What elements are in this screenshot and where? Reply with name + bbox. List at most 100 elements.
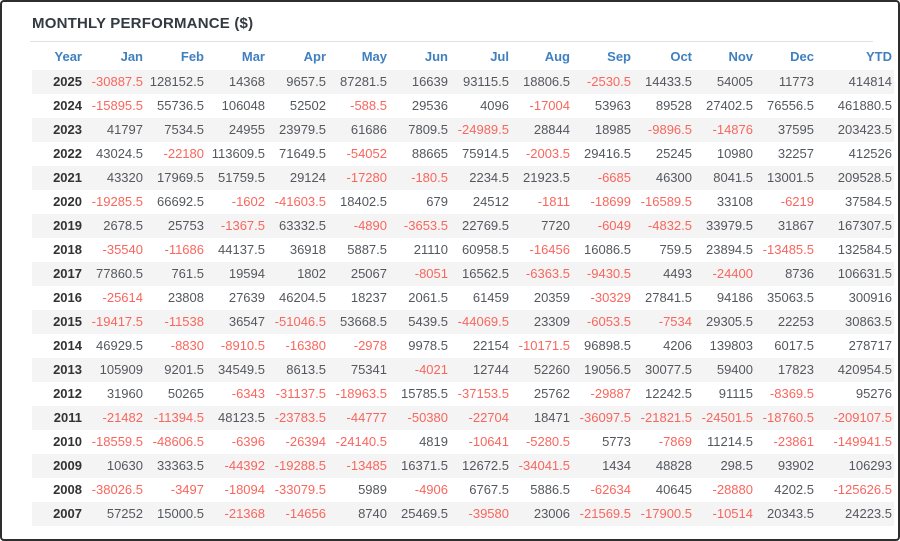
value-cell: -180.5: [411, 170, 448, 185]
title-divider: [30, 41, 873, 42]
value-cell: 16086.5: [584, 242, 631, 257]
value-cell: -10641: [468, 434, 509, 449]
value-cell: -11538: [164, 314, 204, 329]
value-cell: -26394: [285, 434, 326, 449]
column-header-aug: Aug: [544, 49, 570, 64]
value-cell: -18699: [590, 194, 631, 209]
year-cell: 2024: [53, 98, 82, 113]
value-cell: 2678.5: [103, 218, 143, 233]
value-cell: 105909: [99, 362, 143, 377]
value-cell: 48123.5: [218, 410, 265, 425]
year-cell: 2017: [53, 266, 82, 281]
column-header-ytd: YTD: [866, 49, 892, 64]
value-cell: -36097.5: [579, 410, 631, 425]
value-cell: 18985: [594, 122, 631, 137]
value-cell: 10980: [716, 146, 753, 161]
value-cell: 20359: [533, 290, 570, 305]
column-header-oct: Oct: [670, 49, 692, 64]
value-cell: -7869: [658, 434, 692, 449]
value-cell: 759.5: [659, 242, 692, 257]
year-cell: 2007: [53, 506, 82, 521]
year-cell: 2025: [53, 74, 82, 89]
table-row-2021: 2021 43320 17969.5 51759.5 29124 -17280 -180.5…: [32, 166, 894, 190]
value-cell: 22154: [472, 338, 509, 353]
value-cell: 17823: [777, 362, 814, 377]
value-cell: 12744: [472, 362, 509, 377]
ytd-cell: 95276: [855, 386, 892, 401]
table-row-2009: 2009 10630 33363.5 -44392 -19288.5 -13485 1637…: [32, 454, 894, 478]
value-cell: -37153.5: [457, 386, 509, 401]
value-cell: -54052: [346, 146, 387, 161]
value-cell: -38026.5: [91, 482, 143, 497]
table-row-2024: 2024 -15895.5 55736.5 106048 52502 -588.5 2953…: [32, 94, 894, 118]
value-cell: -41603.5: [274, 194, 326, 209]
table-row-2008: 2008 -38026.5 -3497 -18094 -33079.5 5989 -4906…: [32, 478, 894, 502]
value-cell: 5886.5: [530, 482, 570, 497]
value-cell: -6343: [231, 386, 265, 401]
value-cell: -24501.5: [701, 410, 753, 425]
value-cell: 5989: [358, 482, 387, 497]
table-row-2016: 2016 -25614 23808 27639 46204.5 18237 2061.5 61…: [32, 286, 894, 310]
value-cell: -10171.5: [518, 338, 570, 353]
value-cell: 5439.5: [408, 314, 448, 329]
value-cell: -9430.5: [586, 266, 631, 281]
value-cell: 89528: [655, 98, 692, 113]
ytd-cell: 461880.5: [837, 98, 892, 113]
value-cell: 10630: [106, 458, 143, 473]
value-cell: 25067: [350, 266, 387, 281]
value-cell: -17280: [346, 170, 387, 185]
ytd-cell: 106293: [848, 458, 892, 473]
value-cell: -30887.5: [91, 74, 143, 89]
value-cell: -44392: [224, 458, 265, 473]
value-cell: 1434: [602, 458, 631, 473]
value-cell: -10514: [712, 506, 753, 521]
year-cell: 2014: [53, 338, 82, 353]
value-cell: 12672.5: [462, 458, 509, 473]
value-cell: 679: [426, 194, 448, 209]
value-cell: 52260: [533, 362, 570, 377]
value-cell: -6219: [780, 194, 814, 209]
value-cell: 8041.5: [713, 170, 753, 185]
value-cell: -34041.5: [518, 458, 570, 473]
value-cell: -17900.5: [640, 506, 692, 521]
value-cell: -21368: [224, 506, 265, 521]
column-header-apr: Apr: [303, 49, 326, 64]
value-cell: 93902: [777, 458, 814, 473]
value-cell: 9657.5: [286, 74, 326, 89]
value-cell: -7534: [658, 314, 692, 329]
value-cell: -4906: [414, 482, 448, 497]
value-cell: 7720: [541, 218, 570, 233]
value-cell: 32257: [777, 146, 814, 161]
value-cell: 6017.5: [774, 338, 814, 353]
value-cell: 52502: [289, 98, 326, 113]
value-cell: -6049: [597, 218, 631, 233]
year-cell: 2015: [53, 314, 82, 329]
column-header-dec: Dec: [790, 49, 814, 64]
year-cell: 2013: [53, 362, 82, 377]
value-cell: 8613.5: [286, 362, 326, 377]
value-cell: 5887.5: [347, 242, 387, 257]
year-cell: 2009: [53, 458, 82, 473]
table-row-2023: 2023 41797 7534.5 24955 23979.5 61686 7809.5 -2…: [32, 118, 894, 142]
value-cell: -18559.5: [91, 434, 143, 449]
value-cell: 30077.5: [645, 362, 692, 377]
value-cell: -24400: [712, 266, 753, 281]
value-cell: 139803: [709, 338, 753, 353]
value-cell: 57252: [106, 506, 143, 521]
value-cell: 13001.5: [767, 170, 814, 185]
value-cell: -21569.5: [579, 506, 631, 521]
value-cell: -24140.5: [335, 434, 387, 449]
value-cell: 43024.5: [96, 146, 143, 161]
value-cell: 21923.5: [523, 170, 570, 185]
value-cell: 106048: [221, 98, 265, 113]
year-cell: 2023: [53, 122, 82, 137]
value-cell: 27402.5: [706, 98, 753, 113]
value-cell: -8830: [170, 338, 204, 353]
year-cell: 2021: [53, 170, 82, 185]
value-cell: 18806.5: [523, 74, 570, 89]
value-cell: -17004: [529, 98, 570, 113]
value-cell: 24955: [228, 122, 265, 137]
value-cell: 76556.5: [767, 98, 814, 113]
value-cell: 37595: [777, 122, 814, 137]
column-header-year: Year: [54, 49, 82, 64]
